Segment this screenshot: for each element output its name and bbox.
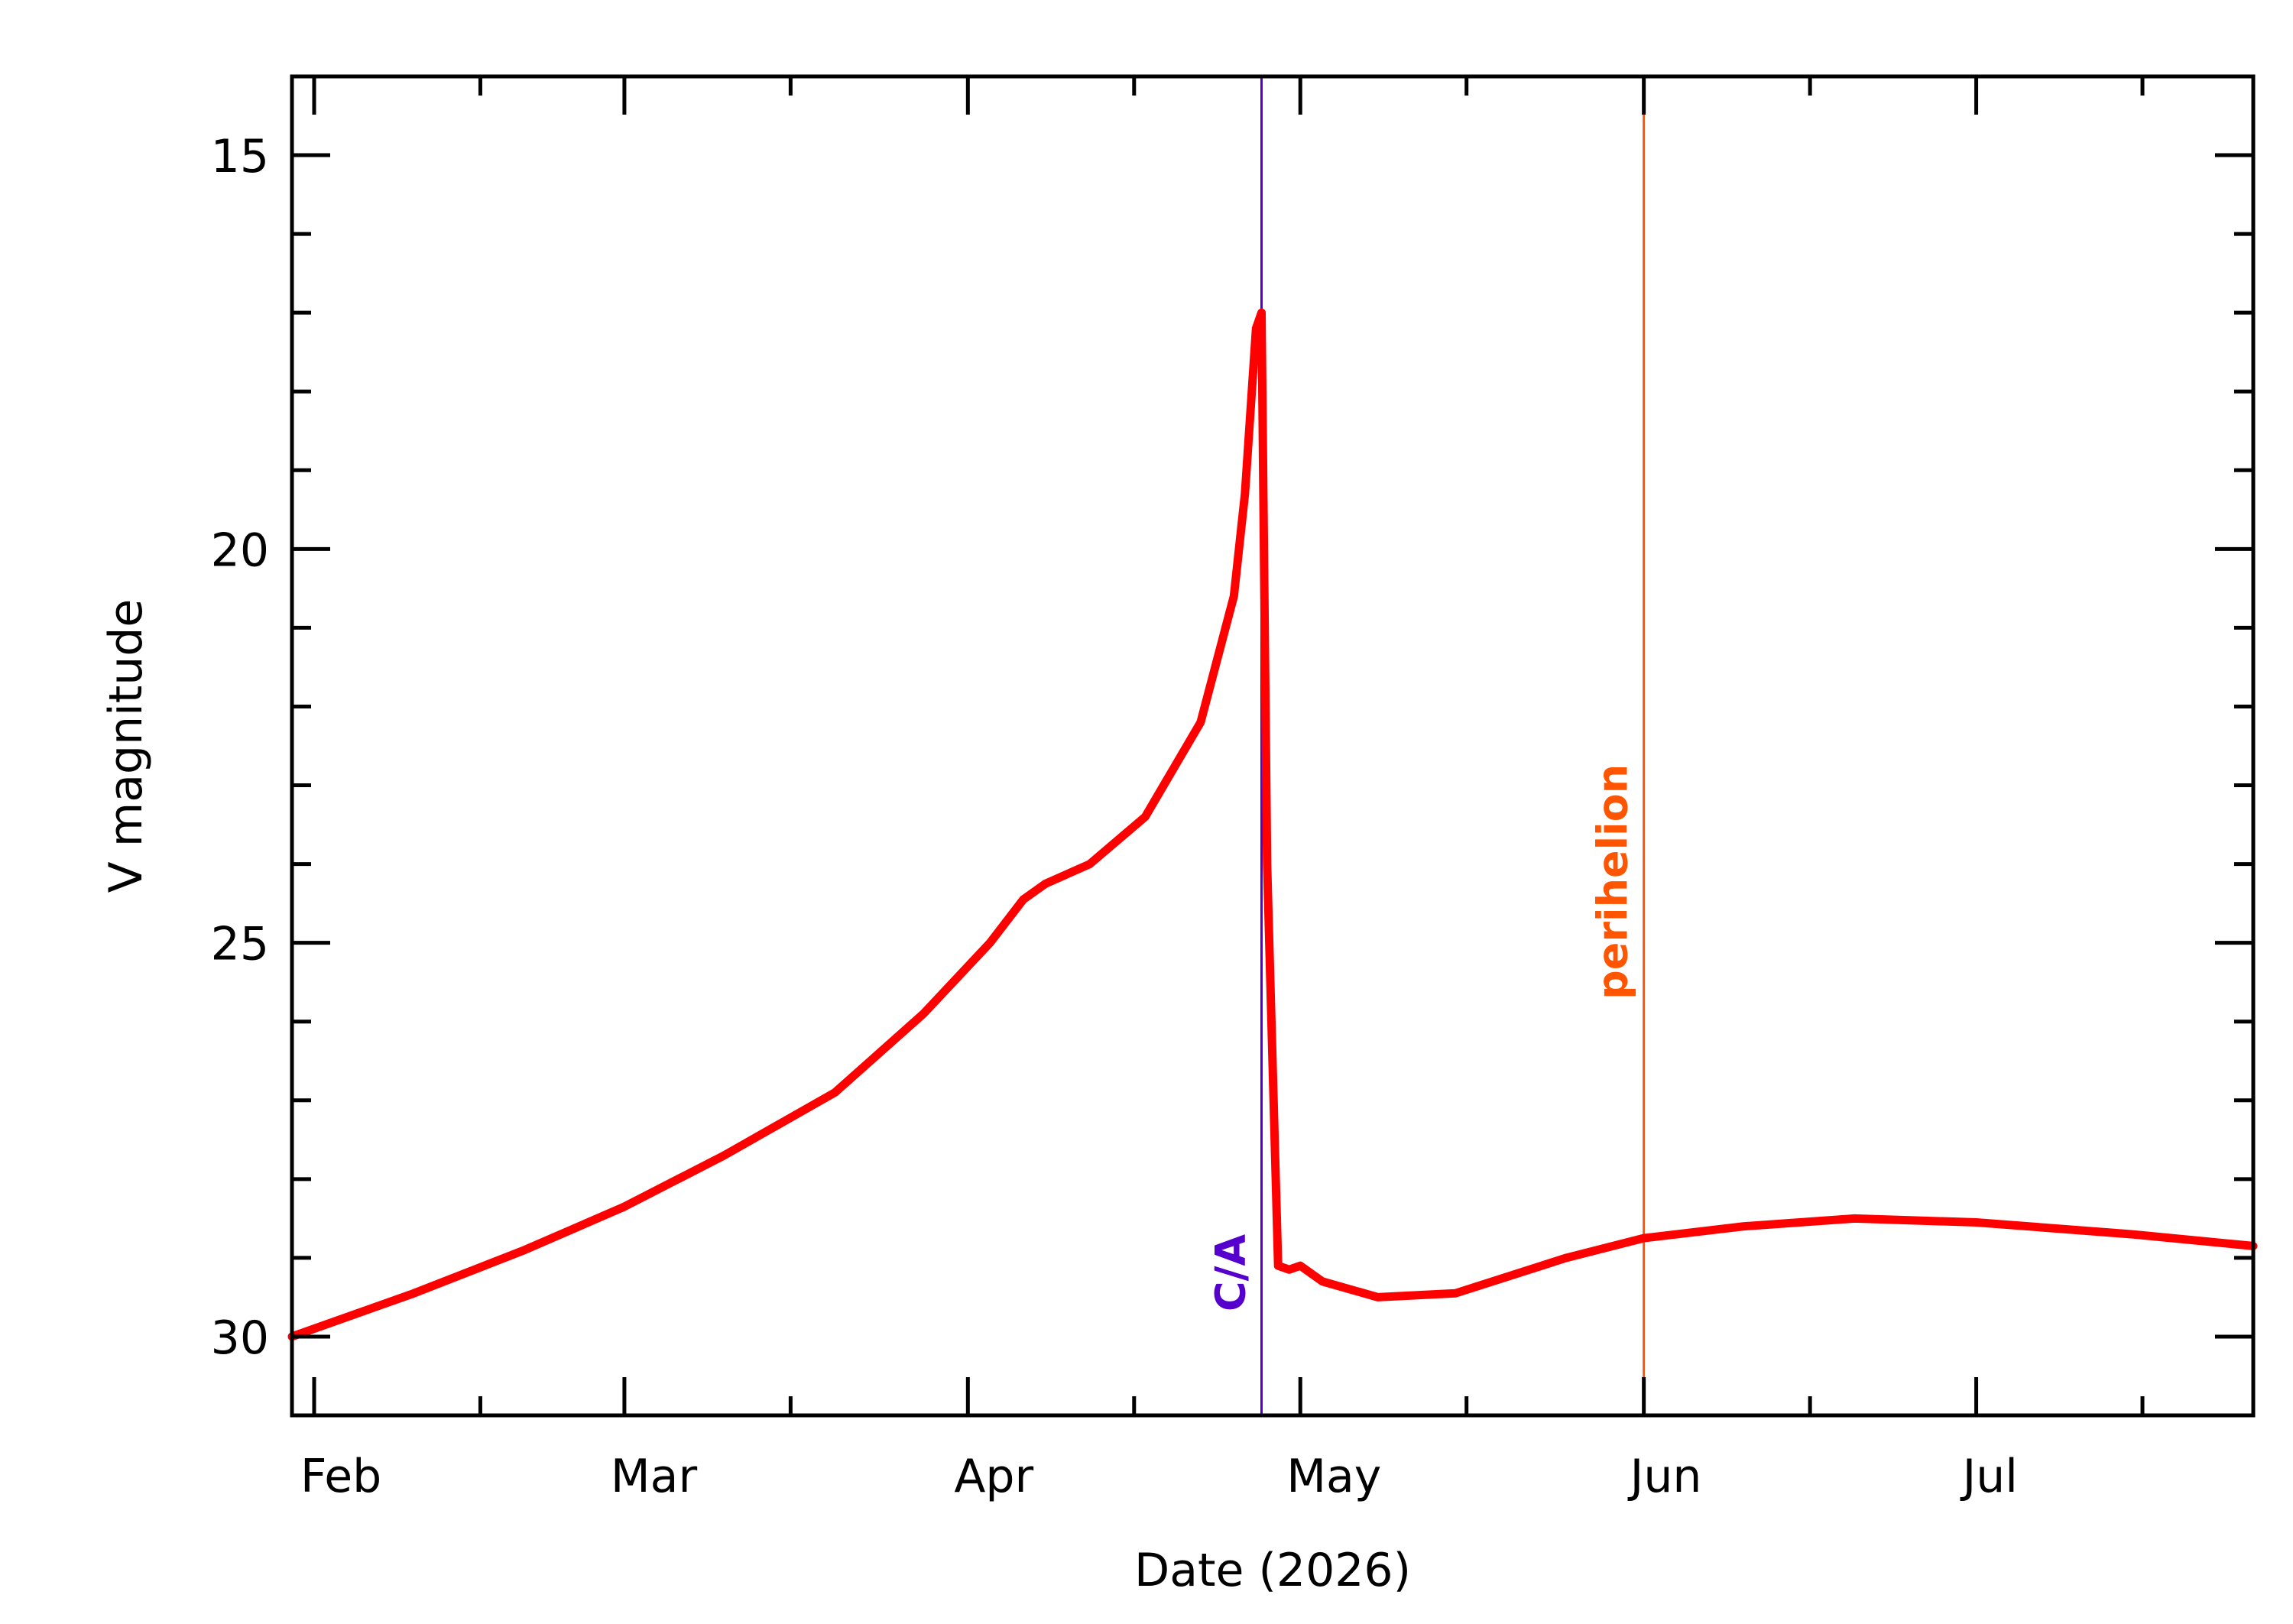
labels-layer: Feb Mar Apr May Jun Jul 15 20 25 30 C/A perihelion — [211, 130, 2018, 1503]
y-tick-label: 30 — [211, 1311, 269, 1365]
x-tick-label: Apr — [954, 1450, 1033, 1503]
x-axis-title: Date (2026) — [1134, 1544, 1411, 1597]
y-tick-label: 15 — [211, 130, 269, 183]
x-tick-label: Mar — [611, 1450, 698, 1503]
y-tick-label: 20 — [211, 524, 269, 577]
x-tick-label: Jun — [1627, 1450, 1702, 1503]
magnitude-series-line — [287, 308, 2258, 1341]
closest-approach-marker-label: C/A — [1207, 1234, 1255, 1311]
x-tick-label: Feb — [300, 1450, 381, 1503]
series-layer — [287, 308, 2258, 1341]
y-tick-label: 25 — [211, 918, 269, 971]
plot-frame — [290, 74, 2256, 1418]
x-tick-label: May — [1286, 1450, 1381, 1503]
perihelion-marker-label: perihelion — [1589, 764, 1637, 1000]
y-axis-title: V magnitude — [99, 599, 153, 893]
markers-layer — [1260, 76, 1646, 1415]
x-tick-label: Jul — [1960, 1450, 2018, 1503]
